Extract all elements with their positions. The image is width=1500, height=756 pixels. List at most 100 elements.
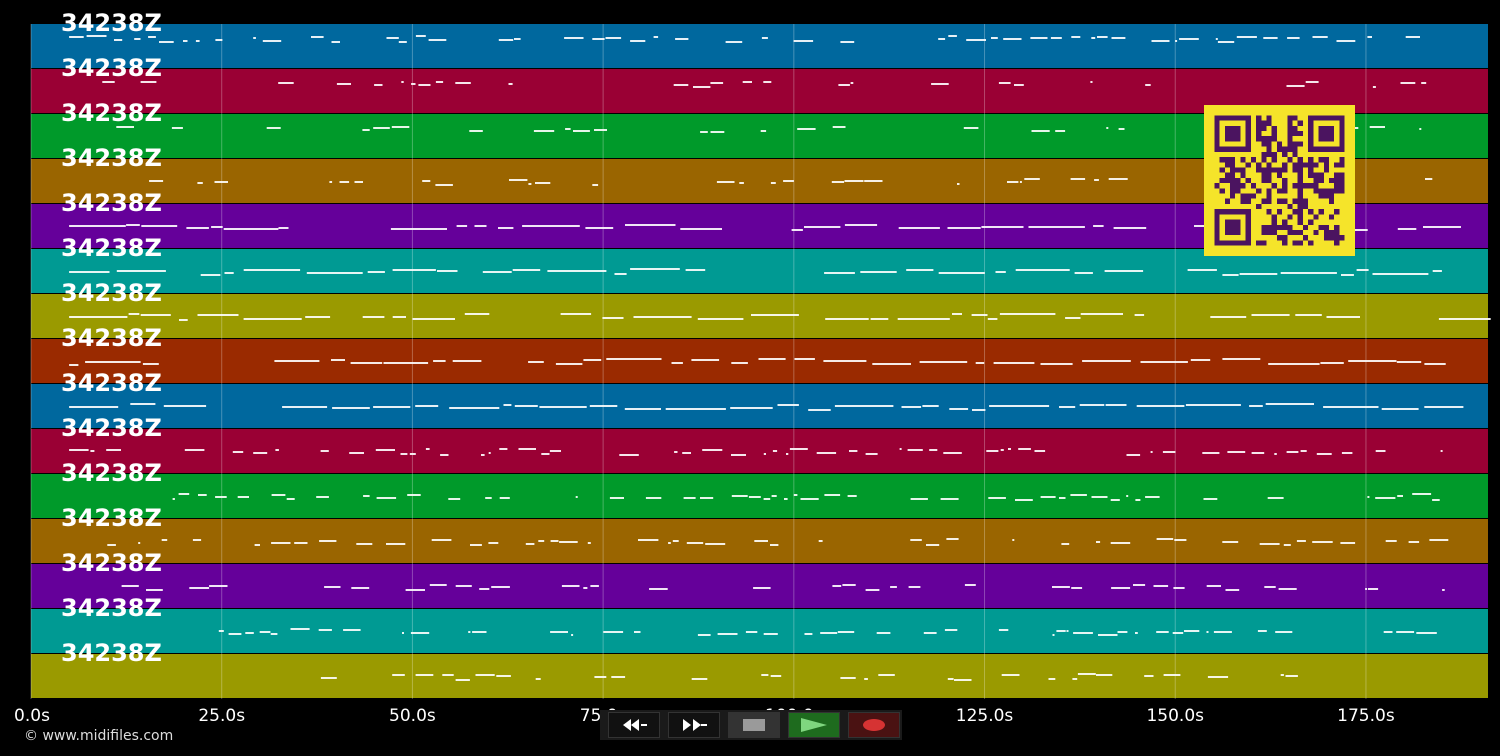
note-bar bbox=[418, 84, 431, 86]
note-bar bbox=[1340, 542, 1356, 544]
note-bar bbox=[1280, 272, 1337, 274]
note-bar bbox=[1416, 632, 1437, 634]
fast-forward-icon bbox=[683, 719, 707, 731]
note-bar bbox=[363, 495, 370, 497]
note-bar bbox=[374, 84, 383, 86]
note-bar bbox=[1202, 452, 1220, 454]
note-bar bbox=[270, 633, 278, 635]
tick-label: 150.0s bbox=[1146, 706, 1204, 726]
note-bar bbox=[731, 362, 748, 364]
note-bar bbox=[69, 449, 89, 451]
note-bar bbox=[665, 408, 726, 410]
play-button[interactable] bbox=[788, 712, 840, 738]
note-bar bbox=[1066, 630, 1069, 632]
note-bar bbox=[1396, 631, 1415, 633]
note-bar bbox=[550, 631, 568, 633]
tick-label: 0.0s bbox=[14, 706, 50, 726]
stop-button[interactable] bbox=[728, 712, 780, 738]
note-bar bbox=[975, 362, 985, 364]
note-bar bbox=[1341, 452, 1353, 454]
track-label: 34238Z bbox=[61, 369, 162, 397]
note-bar bbox=[149, 180, 164, 182]
note-bar bbox=[1397, 228, 1417, 230]
note-bar bbox=[232, 451, 244, 453]
note-bar bbox=[1156, 631, 1169, 633]
note-bar bbox=[700, 131, 708, 133]
note-bar bbox=[475, 674, 495, 676]
note-bar bbox=[838, 84, 850, 86]
track-label: 34238Z bbox=[61, 549, 162, 577]
track-lane bbox=[31, 564, 1488, 608]
note-bar bbox=[929, 449, 938, 451]
rewind-button[interactable] bbox=[608, 712, 660, 738]
note-bar bbox=[1432, 499, 1440, 501]
note-bar bbox=[832, 126, 846, 128]
track-lane bbox=[31, 654, 1488, 698]
note-bar bbox=[223, 228, 279, 230]
note-bar bbox=[448, 498, 461, 500]
note-bar bbox=[415, 405, 439, 407]
note-bar bbox=[1187, 269, 1217, 271]
note-bar bbox=[512, 269, 541, 271]
note-bar bbox=[400, 453, 408, 455]
note-bar bbox=[995, 271, 1006, 273]
note-bar bbox=[1424, 363, 1446, 365]
note-bar bbox=[926, 544, 940, 546]
note-bar bbox=[1040, 363, 1073, 365]
note-bar bbox=[1372, 86, 1376, 88]
note-bar bbox=[1400, 82, 1416, 84]
note-bar bbox=[1375, 497, 1396, 499]
note-bar bbox=[710, 82, 724, 84]
note-bar bbox=[488, 542, 499, 544]
note-bar bbox=[1442, 589, 1445, 591]
note-bar bbox=[1118, 128, 1125, 130]
note-bar bbox=[1000, 449, 1004, 451]
note-bar bbox=[954, 679, 972, 681]
fast-forward-button[interactable] bbox=[668, 712, 720, 738]
note-bar bbox=[518, 448, 536, 450]
note-bar bbox=[837, 631, 855, 633]
note-bar bbox=[940, 498, 959, 500]
note-bar bbox=[1001, 674, 1020, 676]
note-bar bbox=[274, 360, 320, 362]
note-bar bbox=[1163, 674, 1181, 676]
note-bar bbox=[1286, 85, 1305, 87]
note-bar bbox=[266, 127, 281, 129]
note-bar bbox=[1312, 541, 1333, 543]
note-bar bbox=[253, 37, 256, 39]
note-bar bbox=[1133, 584, 1146, 586]
note-bar bbox=[938, 38, 946, 40]
note-bar bbox=[1059, 406, 1076, 408]
note-bar bbox=[452, 360, 482, 362]
note-bar bbox=[1105, 404, 1127, 406]
note-bar bbox=[398, 41, 407, 43]
note-bar bbox=[1135, 499, 1141, 501]
note-bar bbox=[464, 313, 490, 315]
note-bar bbox=[197, 182, 203, 184]
note-bar bbox=[189, 587, 210, 589]
note-bar bbox=[541, 453, 550, 455]
note-bar bbox=[1019, 181, 1022, 183]
note-bar bbox=[700, 497, 714, 499]
note-bar bbox=[354, 181, 363, 183]
note-bar bbox=[1111, 37, 1126, 39]
note-bar bbox=[998, 82, 1011, 84]
note-bar bbox=[1074, 272, 1093, 274]
record-button[interactable] bbox=[848, 712, 900, 738]
note-bar bbox=[254, 544, 260, 546]
note-bar bbox=[986, 450, 999, 452]
track-label: 34238Z bbox=[61, 9, 162, 37]
note-bar bbox=[763, 633, 778, 635]
note-bar bbox=[1003, 38, 1022, 40]
note-bar bbox=[1153, 585, 1169, 587]
note-bar bbox=[539, 406, 587, 408]
note-bar bbox=[533, 130, 555, 132]
note-bar bbox=[294, 542, 308, 544]
note-bar bbox=[683, 497, 696, 499]
note-bar bbox=[850, 82, 854, 84]
note-bar bbox=[362, 316, 385, 318]
note-bar bbox=[224, 272, 234, 274]
note-bar bbox=[1268, 363, 1320, 365]
note-bar bbox=[702, 449, 723, 451]
note-bar bbox=[356, 543, 373, 545]
